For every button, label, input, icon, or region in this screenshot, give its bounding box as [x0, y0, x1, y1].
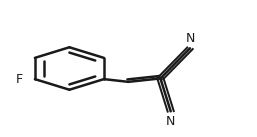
Text: F: F: [16, 73, 23, 86]
Text: N: N: [166, 115, 175, 128]
Text: N: N: [185, 32, 195, 45]
